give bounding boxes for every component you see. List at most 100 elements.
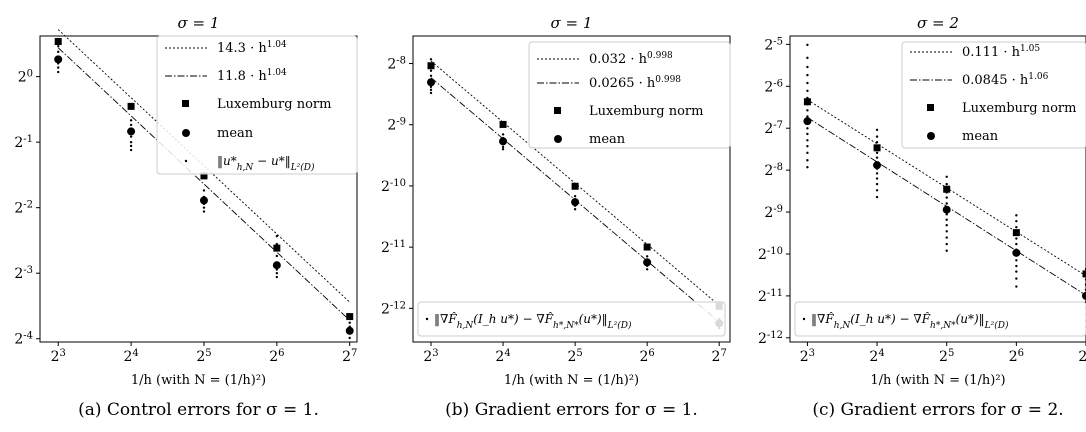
- legend-box: [156, 35, 358, 175]
- mean-marker: [571, 198, 580, 207]
- mean-marker: [499, 137, 508, 146]
- legend-mean-marker: [554, 135, 562, 143]
- legend: 0.111 · h1.05 0.0845 · h1.06 Luxemburg nor…: [901, 41, 1086, 149]
- sample-point: [202, 210, 206, 213]
- legend-fit-label: 0.0845 · h1.06: [962, 72, 1049, 88]
- luxemburg-marker: [499, 120, 507, 128]
- legend-luxemburg-label: Luxemburg norm: [217, 97, 331, 112]
- x-tick-label: 24: [869, 348, 884, 366]
- luxemburg-marker: [427, 62, 435, 70]
- x-tick-label: 26: [639, 348, 654, 366]
- x-tick-label: 24: [495, 348, 510, 366]
- sample-point: [875, 128, 879, 132]
- x-tick-label: 26: [1009, 348, 1024, 366]
- luxemburg-marker: [346, 313, 354, 321]
- legend-bottom: ‖∇F̂h,N​(I_h u*) − ∇F̂h*,N*​(u*)‖L²(D)​: [794, 301, 1086, 337]
- luxemburg-marker: [273, 244, 281, 252]
- x-tick-label: 23: [800, 348, 815, 366]
- legend-luxemburg-marker: [554, 107, 561, 114]
- legend-luxemburg-marker: [182, 100, 189, 107]
- y-tick-label: 2-4: [14, 330, 33, 348]
- sample-point: [202, 189, 206, 192]
- y-tick-label: 2-8: [387, 55, 406, 73]
- legend-sample-label: ‖u*h,N​ − u*‖L²(D)​: [217, 154, 315, 173]
- legend-box-bottom: [794, 301, 1086, 337]
- sample-point: [875, 151, 879, 155]
- x-axis-label: 1/h (with N = (1/h)²): [870, 373, 1005, 388]
- sample-point: [348, 321, 351, 324]
- y-tick-label: 2-1: [14, 134, 33, 152]
- y-tick-label: 2-8: [764, 162, 783, 180]
- y-tick-label: 2-11: [381, 239, 406, 257]
- sample-point: [945, 249, 948, 252]
- legend-fit-label: 14.3 · h1.04: [217, 40, 287, 56]
- sample-point: [945, 182, 948, 186]
- figure-caption: (c) Gradient errors for σ = 2.: [812, 400, 1063, 420]
- mean-marker: [54, 55, 63, 64]
- sample-point: [875, 140, 879, 144]
- mean-marker: [345, 326, 354, 335]
- sample-point: [275, 234, 279, 238]
- legend-fit-label: 0.111 · h1.05: [962, 44, 1040, 60]
- sample-point: [275, 275, 279, 279]
- legend-fit-label: 0.032 · h0.998: [589, 51, 673, 67]
- sample-point: [129, 148, 133, 152]
- x-axis-label: 1/h (with N = (1/h)²): [504, 373, 639, 388]
- sample-point: [429, 58, 433, 61]
- sample-point: [945, 202, 948, 205]
- mean-marker: [1012, 248, 1021, 257]
- sample-point: [202, 206, 206, 209]
- legend-mean-marker: [182, 129, 190, 137]
- legend-box: [528, 41, 731, 149]
- sample-point: [429, 91, 433, 95]
- sample-point: [806, 132, 809, 136]
- luxemburg-marker: [571, 182, 579, 190]
- sample-point: [1015, 277, 1018, 280]
- legend-fit-label: 11.8 · h1.04: [217, 68, 287, 84]
- y-tick-label: 2-2: [14, 199, 33, 217]
- sample-point: [129, 140, 133, 144]
- sample-point: [1015, 270, 1018, 273]
- legend-fit-label: 0.0265 · h0.998: [589, 75, 681, 91]
- sample-point: [1015, 214, 1018, 217]
- sample-point: [806, 65, 809, 69]
- chart-title: σ = 1: [551, 14, 593, 32]
- luxemburg-marker: [54, 38, 62, 46]
- x-tick-label: 24: [123, 348, 138, 366]
- fit-line-1: [57, 29, 351, 303]
- sample-point: [129, 123, 133, 127]
- sample-point: [129, 135, 133, 138]
- sample-point: [501, 145, 505, 149]
- mean-marker: [942, 205, 951, 214]
- mean-marker: [873, 161, 882, 170]
- legend-luxemburg-marker: [927, 104, 934, 111]
- legend-mean-label: mean: [217, 126, 254, 141]
- x-tick-label: 25: [567, 348, 582, 366]
- legend-mean-label: mean: [589, 132, 626, 147]
- x-tick-label: 27: [1078, 348, 1086, 366]
- mean-marker: [803, 117, 812, 126]
- sample-point: [57, 66, 60, 69]
- legend-box: [901, 41, 1086, 149]
- sample-point: [806, 127, 809, 130]
- chart-panel-3: σ = 2 23 24 25 26 27 2-12 2-11 2-10 2-9 2-8 2-7 2-6 2…: [758, 14, 1086, 420]
- x-tick-label: 27: [342, 348, 357, 366]
- sample-point: [875, 189, 879, 192]
- sample-point: [1015, 242, 1018, 246]
- y-tick-label: 2-3: [14, 265, 33, 283]
- sample-point: [945, 230, 948, 233]
- sample-point: [429, 88, 433, 92]
- sample-point: [275, 254, 279, 258]
- mean-marker: [199, 196, 208, 205]
- legend: 14.3 · h1.04 11.8 · h1.04 Luxemburg norm me…: [156, 35, 358, 175]
- mean-marker: [127, 127, 136, 136]
- sample-point: [945, 196, 948, 199]
- sample-point: [806, 43, 809, 47]
- legend-sample-marker: [802, 317, 806, 321]
- y-tick-label: 2-5: [764, 36, 783, 54]
- sample-point: [645, 268, 649, 271]
- figure-caption: (b) Gradient errors for σ = 1.: [445, 400, 698, 420]
- y-tick-label: 2-10: [758, 245, 783, 263]
- legend-box-bottom: [417, 301, 726, 337]
